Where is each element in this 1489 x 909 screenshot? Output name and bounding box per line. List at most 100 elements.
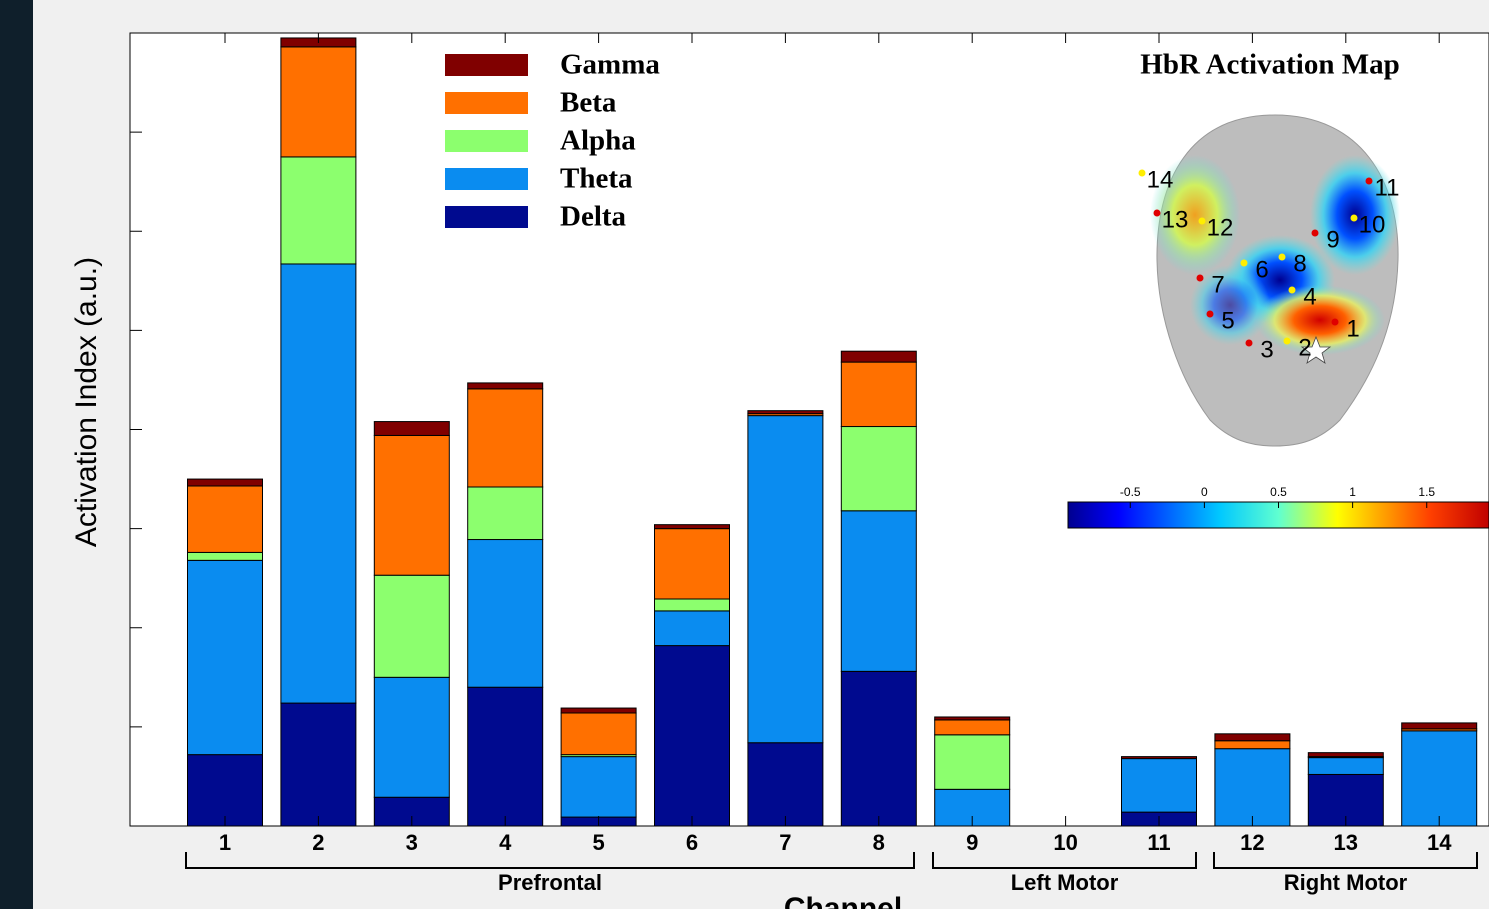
x-tick-label: 14 [1427,830,1452,855]
bar-segment [935,735,1010,790]
x-tick-label: 4 [499,830,512,855]
optode [1366,178,1373,185]
bar-segment [655,525,730,529]
legend-label: Theta [560,163,633,195]
bar-segment [188,755,263,826]
bar-segment [1402,731,1477,826]
bar-segment [468,383,543,389]
channel-label: 11 [1375,174,1400,201]
bar-segment [841,671,916,826]
bar-segment [468,389,543,487]
bar-segment [748,416,823,743]
bar-segment [1402,723,1477,729]
channel-label: 1 [1346,315,1359,342]
optode [1241,260,1248,267]
inset-title: HbR Activation Map [1140,49,1399,81]
legend-swatch [445,130,528,152]
bar-segment [655,529,730,599]
optode [1199,218,1206,225]
x-tick-label: 11 [1147,830,1170,855]
group-label: Left Motor [1011,870,1119,895]
optode [1154,210,1161,217]
bar-segment [281,264,356,703]
bar-segment [1215,734,1290,741]
x-tick-label: 3 [406,830,418,855]
group-label: Right Motor [1284,870,1408,895]
bar-segment [188,479,263,486]
optode [1351,215,1358,222]
colorbar-tick-label: 1.5 [1418,485,1435,499]
bar-segment [561,713,636,755]
bar-segment [374,422,449,436]
bar-segment [1308,753,1383,757]
x-tick-label: 9 [966,830,978,855]
legend-swatch [445,92,528,114]
colorbar-tick-label: 1 [1349,485,1356,499]
x-tick-label: 6 [686,830,698,855]
bar-segment [1308,758,1383,775]
channel-label: 4 [1303,283,1316,310]
channel-label: 2 [1298,334,1311,361]
page: {"chart_data": {"type": "stacked-bar", "… [0,0,1489,909]
bar-segment [841,362,916,426]
legend-swatch [445,54,528,76]
legend-swatch [445,168,528,190]
group-label: Prefrontal [498,870,602,895]
bar-segment [374,677,449,797]
x-tick-label: 7 [779,830,791,855]
bar-segment [281,157,356,264]
bar-segment [841,351,916,362]
bar-segment [561,757,636,817]
bar-segment [374,435,449,575]
bar-segment [281,703,356,826]
group-bracket [186,852,914,868]
x-tick-label: 8 [873,830,885,855]
bar-segment [1122,757,1197,759]
bar-segment [748,743,823,826]
x-tick-label: 10 [1053,830,1077,855]
bar-segment [188,552,263,560]
x-tick-label: 13 [1334,830,1358,855]
x-tick-label: 1 [219,830,231,855]
bar-segment [561,708,636,713]
channel-label: 6 [1255,256,1268,283]
chart: Activation Index (a.u.) Channel HbR Acti… [0,0,1489,909]
bar-segment [655,646,730,826]
optode [1207,311,1214,318]
channel-label: 13 [1162,206,1189,233]
optode [1332,319,1339,326]
bar-segment [748,411,823,414]
bar-segment [468,687,543,826]
colorbar-tick-label: 0 [1201,485,1208,499]
bar-segment [1215,749,1290,826]
y-axis-label: Activation Index (a.u.) [70,257,103,547]
bar-segment [1215,741,1290,749]
bar-segment [841,427,916,511]
x-tick-label: 12 [1240,830,1264,855]
bar-segment [655,599,730,611]
side-strip [0,0,33,909]
bar-segment [655,611,730,646]
activation-blob [1255,285,1385,355]
legend-label: Beta [560,87,617,119]
channel-label: 12 [1207,214,1234,241]
channel-label: 7 [1211,271,1224,298]
bar-segment [281,47,356,157]
optode [1289,287,1296,294]
optode [1284,338,1291,345]
bar-segment [468,540,543,688]
x-axis-label: Channel [784,892,902,909]
channel-label: 3 [1260,336,1273,363]
legend-swatch [445,206,528,228]
bar-segment [1122,759,1197,813]
x-tick-label: 2 [312,830,324,855]
channel-label: 10 [1359,211,1386,238]
optode [1197,275,1204,282]
bar-segment [935,717,1010,720]
legend-label: Alpha [560,125,636,157]
optode [1246,340,1253,347]
optode [1139,170,1146,177]
bar-segment [935,720,1010,735]
bar-segment [468,487,543,540]
colorbar-tick-label: 0.5 [1270,485,1287,499]
